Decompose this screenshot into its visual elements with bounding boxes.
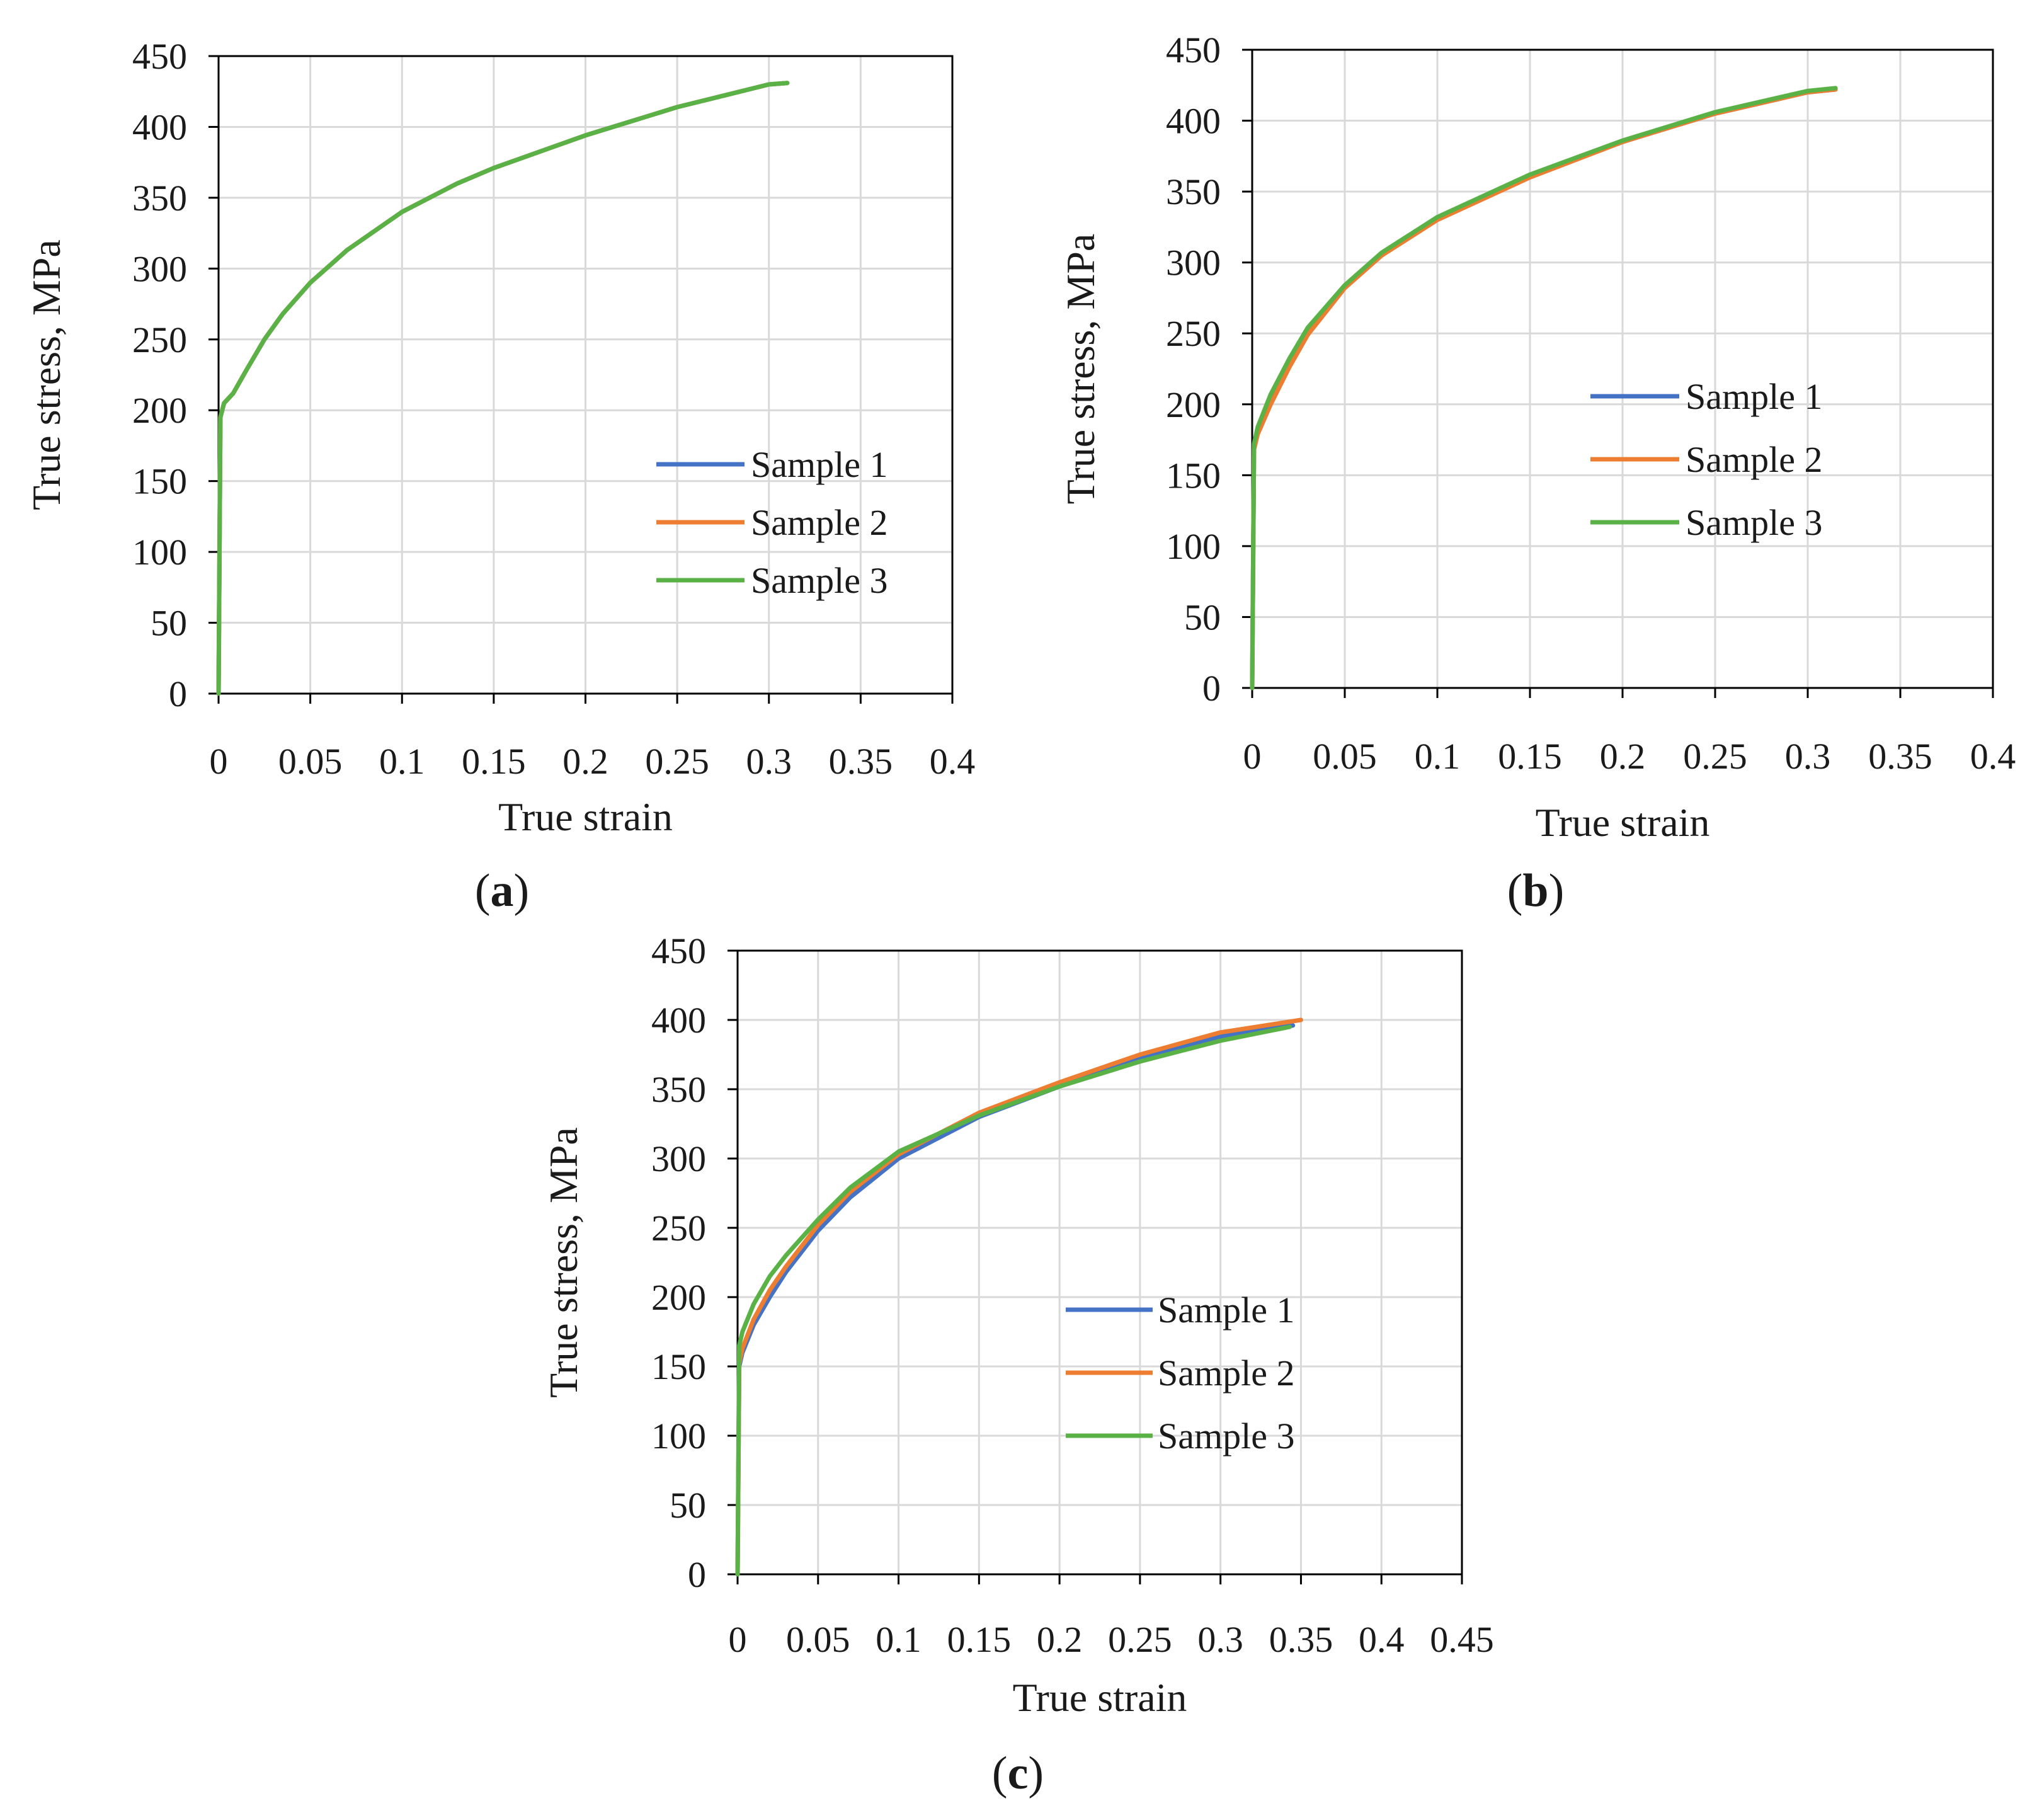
x-tick-label: 0.3 bbox=[746, 741, 792, 782]
series-line-sample-3 bbox=[216, 81, 790, 696]
y-tick-label: 200 bbox=[1166, 384, 1221, 425]
y-tick-label: 300 bbox=[132, 248, 187, 289]
x-tick-label: 0.4 bbox=[930, 741, 976, 782]
y-axis-title: True stress, MPa bbox=[24, 239, 69, 510]
series-line-sample-1 bbox=[216, 81, 790, 696]
x-tick-label: 0.1 bbox=[1415, 736, 1461, 777]
y-tick-label: 350 bbox=[132, 178, 187, 219]
x-tick-label: 0.3 bbox=[1785, 736, 1831, 777]
x-tick-label: 0.2 bbox=[1600, 736, 1646, 777]
y-tick-label: 300 bbox=[651, 1138, 706, 1179]
x-tick-label: 0.05 bbox=[278, 741, 343, 782]
legend-label: Sample 3 bbox=[1686, 502, 1822, 543]
y-tick-label: 50 bbox=[151, 603, 187, 644]
x-axis-title: True strain bbox=[498, 794, 673, 839]
y-tick-label: 400 bbox=[651, 1000, 706, 1041]
y-tick-label: 50 bbox=[670, 1485, 706, 1526]
x-tick-label: 0.15 bbox=[462, 741, 526, 782]
y-tick-label: 150 bbox=[1166, 455, 1221, 496]
chart-a: 0 0.05 0.1 0.15 0.2 0.25 0.3 0.35 0.4 0 50 100 150 20… bbox=[24, 36, 975, 839]
x-tick-label: 0.4 bbox=[1970, 736, 2016, 777]
y-tick-label: 150 bbox=[132, 461, 187, 502]
legend-label: Sample 2 bbox=[1158, 1353, 1294, 1394]
series-line-sample-2 bbox=[216, 81, 790, 696]
x-tick-label: 0.35 bbox=[1868, 736, 1932, 777]
legend-label: Sample 1 bbox=[1686, 376, 1822, 417]
x-tick-label: 0 bbox=[1243, 736, 1262, 777]
y-tick-label: 350 bbox=[1166, 171, 1221, 212]
y-tick-label: 100 bbox=[651, 1416, 706, 1457]
y-tick-label: 250 bbox=[1166, 313, 1221, 354]
y-axis-title: True stress, MPa bbox=[1058, 234, 1103, 505]
y-tick-label: 100 bbox=[1166, 526, 1221, 567]
x-tick-label: 0.15 bbox=[1498, 736, 1562, 777]
series-line-sample-3 bbox=[1250, 86, 1838, 690]
y-tick-label: 200 bbox=[132, 390, 187, 431]
x-tick-label: 0.3 bbox=[1197, 1619, 1243, 1660]
y-tick-label: 250 bbox=[132, 319, 187, 360]
chart-c: 0 0.05 0.1 0.15 0.2 0.25 0.3 0.35 0.4 0.45 0 50 100 1… bbox=[541, 930, 1494, 1720]
series-line-sample-2 bbox=[735, 1017, 1303, 1577]
legend: Sample 1 Sample 2 Sample 3 bbox=[1590, 376, 1822, 543]
legend: Sample 1 Sample 2 Sample 3 bbox=[656, 444, 887, 601]
y-tick-label: 400 bbox=[132, 106, 187, 147]
x-tick-label: 0.05 bbox=[786, 1619, 850, 1660]
panel-label: (c) bbox=[992, 1748, 1044, 1799]
x-tick-label: 0.1 bbox=[379, 741, 425, 782]
y-tick-label: 350 bbox=[651, 1069, 706, 1110]
x-tick-label: 0 bbox=[729, 1619, 747, 1660]
legend-label: Sample 1 bbox=[1158, 1290, 1294, 1331]
x-tick-label: 0.25 bbox=[1683, 736, 1747, 777]
legend-label: Sample 3 bbox=[751, 560, 887, 601]
x-tick-label: 0.15 bbox=[947, 1619, 1012, 1660]
legend-label: Sample 3 bbox=[1158, 1416, 1294, 1457]
series-line-sample-3 bbox=[735, 1024, 1292, 1577]
x-tick-label: 0.35 bbox=[829, 741, 893, 782]
y-tick-label: 400 bbox=[1166, 101, 1221, 142]
y-tick-label: 100 bbox=[132, 532, 187, 573]
x-tick-label: 0.2 bbox=[1037, 1619, 1083, 1660]
y-tick-label: 50 bbox=[1184, 597, 1221, 638]
y-tick-label: 0 bbox=[688, 1554, 706, 1595]
panel-label: (a) bbox=[475, 865, 529, 917]
y-tick-label: 450 bbox=[651, 930, 706, 971]
y-tick-label: 0 bbox=[169, 673, 187, 714]
x-tick-label: 0.1 bbox=[876, 1619, 922, 1660]
y-tick-label: 250 bbox=[651, 1208, 706, 1249]
y-tick-label: 0 bbox=[1202, 668, 1221, 709]
x-tick-label: 0.2 bbox=[562, 741, 608, 782]
x-tick-label: 0.45 bbox=[1430, 1619, 1494, 1660]
legend-label: Sample 2 bbox=[1686, 439, 1822, 480]
x-tick-label: 0.35 bbox=[1269, 1619, 1333, 1660]
plot-area-frame bbox=[736, 949, 1463, 1576]
panel-label: (b) bbox=[1507, 865, 1564, 917]
y-tick-label: 200 bbox=[651, 1277, 706, 1318]
legend: Sample 1 Sample 2 Sample 3 bbox=[1066, 1290, 1294, 1457]
y-tick-label: 450 bbox=[132, 36, 187, 77]
x-axis-title: True strain bbox=[1536, 800, 1710, 845]
chart-b: 0 0.05 0.1 0.15 0.2 0.25 0.3 0.35 0.4 0 50 100 150 20… bbox=[1058, 30, 2016, 845]
y-tick-label: 450 bbox=[1166, 30, 1221, 71]
x-tick-label: 0 bbox=[210, 741, 228, 782]
y-tick-label: 300 bbox=[1166, 243, 1221, 283]
x-tick-label: 0.4 bbox=[1359, 1619, 1405, 1660]
x-tick-label: 0.25 bbox=[645, 741, 709, 782]
x-axis-title: True strain bbox=[1013, 1675, 1187, 1720]
x-tick-label: 0.25 bbox=[1108, 1619, 1172, 1660]
legend-label: Sample 1 bbox=[751, 444, 887, 485]
y-tick-label: 150 bbox=[651, 1346, 706, 1387]
x-tick-label: 0.05 bbox=[1313, 736, 1377, 777]
y-axis-title: True stress, MPa bbox=[541, 1127, 586, 1398]
legend-label: Sample 2 bbox=[751, 502, 887, 543]
